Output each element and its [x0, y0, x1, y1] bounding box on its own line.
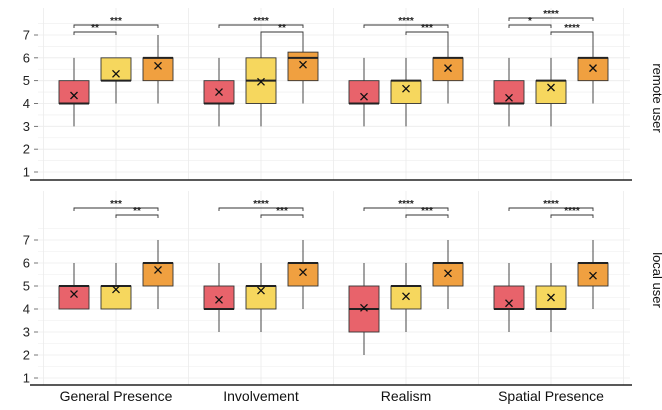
- category-label-involvement: Involvement: [223, 388, 299, 404]
- significance-label: ****: [253, 199, 269, 210]
- category-label-general-presence: General Presence: [60, 388, 173, 404]
- box-rect: [143, 58, 173, 81]
- significance-label: ****: [398, 16, 414, 27]
- panel-label-local: local user: [650, 252, 662, 308]
- box-rect: [204, 286, 234, 309]
- box-rect: [578, 263, 608, 286]
- y-tick-label-remote: 7: [23, 28, 30, 43]
- panel-label-remote: remote user: [650, 63, 662, 133]
- box-rect: [59, 286, 89, 309]
- box-rect: [288, 52, 318, 81]
- box-rect: [59, 81, 89, 104]
- box-rect: [433, 263, 463, 286]
- significance-label: ****: [564, 23, 580, 34]
- box-rect: [288, 263, 318, 286]
- y-tick-label-remote: 2: [23, 142, 30, 157]
- y-tick-label-local: 5: [23, 279, 30, 294]
- y-tick-label-remote: 4: [23, 96, 30, 111]
- y-tick-label-remote: 6: [23, 50, 30, 65]
- box-rect: [101, 58, 131, 81]
- box-rect: [143, 263, 173, 286]
- significance-label: ****: [398, 199, 414, 210]
- y-tick-label-remote: 3: [23, 119, 30, 134]
- significance-label: ***: [110, 16, 122, 27]
- box-rect: [494, 286, 524, 309]
- y-tick-label-local: 4: [23, 302, 30, 317]
- box-rect: [246, 286, 276, 309]
- y-tick-label-local: 7: [23, 233, 30, 248]
- y-tick-label-local: 1: [23, 371, 30, 386]
- y-tick-label-local: 3: [23, 325, 30, 340]
- significance-label: ***: [110, 199, 122, 210]
- y-tick-label-remote: 5: [23, 73, 30, 88]
- y-tick-label-local: 2: [23, 348, 30, 363]
- category-label-spatial-presence: Spatial Presence: [498, 388, 604, 404]
- label-layer: remote user local user General Presence …: [60, 63, 662, 404]
- y-tick-label-remote: 1: [23, 165, 30, 180]
- significance-label: ****: [253, 16, 269, 27]
- box-rect: [494, 81, 524, 104]
- box-rect: [349, 81, 379, 104]
- box-rect: [578, 58, 608, 81]
- category-label-realism: Realism: [381, 388, 432, 404]
- significance-label: ****: [543, 9, 559, 20]
- box-rect: [391, 286, 421, 309]
- box-rect: [433, 58, 463, 81]
- y-tick-label-local: 6: [23, 256, 30, 271]
- box-rect: [391, 81, 421, 104]
- box-rect: [536, 81, 566, 104]
- significance-label: ****: [543, 199, 559, 210]
